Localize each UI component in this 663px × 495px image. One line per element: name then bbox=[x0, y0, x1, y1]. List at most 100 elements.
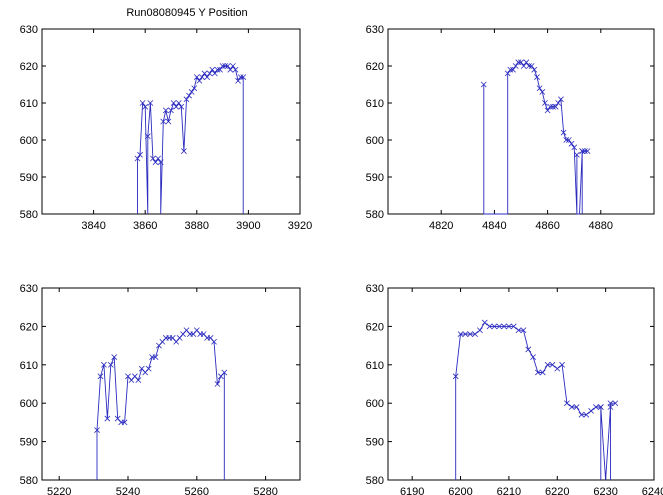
data-point bbox=[168, 107, 174, 114]
y-tick-label: 630 bbox=[366, 283, 384, 295]
data-point bbox=[232, 66, 239, 73]
data-point bbox=[230, 63, 236, 69]
data-point bbox=[145, 365, 152, 372]
data-point bbox=[211, 70, 218, 77]
data-point bbox=[544, 107, 551, 114]
data-point bbox=[515, 59, 522, 66]
x-tick-label: 6200 bbox=[448, 486, 472, 495]
y-tick-label: 600 bbox=[366, 398, 384, 410]
chart-panel-3: 5220 5240 5260 5280 580 590 600 610 620 630 bbox=[20, 283, 301, 495]
data-point bbox=[496, 323, 503, 330]
plot-area bbox=[387, 28, 655, 215]
data-point bbox=[542, 100, 548, 106]
data-point bbox=[578, 411, 585, 418]
data-point bbox=[568, 140, 575, 147]
y-tick-label: 620 bbox=[366, 61, 384, 73]
x-tick-label: 3900 bbox=[236, 220, 260, 232]
data-point bbox=[597, 404, 604, 410]
y-tick-label: 590 bbox=[366, 437, 384, 449]
data-point bbox=[535, 369, 541, 376]
y-tick-label: 610 bbox=[366, 98, 384, 110]
data-point bbox=[219, 63, 226, 69]
y-tick-label: 580 bbox=[366, 475, 384, 487]
data-point bbox=[235, 77, 241, 84]
data-point bbox=[480, 81, 487, 88]
data-point bbox=[558, 96, 564, 103]
data-point bbox=[573, 404, 580, 410]
data-point bbox=[237, 74, 244, 80]
data-point bbox=[178, 103, 185, 110]
data-point bbox=[579, 148, 586, 154]
data-point bbox=[199, 74, 205, 80]
y-tick-label: 580 bbox=[20, 209, 38, 221]
data-point bbox=[515, 327, 522, 334]
plot-area bbox=[41, 287, 301, 481]
data-point bbox=[137, 151, 143, 158]
x-tick-label: 6240 bbox=[642, 486, 663, 495]
data-point bbox=[157, 159, 164, 166]
data-point bbox=[549, 361, 556, 368]
data-point bbox=[191, 85, 198, 92]
y-tick-label: 600 bbox=[366, 135, 384, 147]
data-point bbox=[555, 100, 562, 106]
data-point bbox=[520, 327, 527, 334]
data-point bbox=[101, 361, 107, 368]
data-point bbox=[152, 354, 159, 361]
data-point bbox=[501, 323, 507, 330]
data-point bbox=[588, 407, 595, 414]
x-tick-label: 4820 bbox=[429, 220, 453, 232]
x-tick-label: 5240 bbox=[116, 486, 140, 495]
x-tick-label: 6230 bbox=[593, 486, 617, 495]
data-point bbox=[544, 361, 551, 368]
y-tick-label: 630 bbox=[20, 283, 38, 295]
x-tick-label: 3880 bbox=[185, 220, 209, 232]
data-point bbox=[217, 66, 223, 73]
chart-panel-1: 3840 3860 3880 3900 3920 580 590 600 610 620 630 bbox=[20, 24, 313, 232]
data-point bbox=[201, 70, 208, 77]
data-point bbox=[581, 148, 588, 154]
x-tick-label: 3860 bbox=[133, 220, 157, 232]
data-point bbox=[186, 92, 192, 99]
data-point bbox=[539, 89, 546, 95]
x-tick-label: 3840 bbox=[81, 220, 105, 232]
data-point bbox=[173, 103, 180, 110]
data-point bbox=[510, 66, 516, 73]
data-point bbox=[206, 70, 213, 77]
data-point bbox=[531, 66, 538, 73]
data-point bbox=[477, 327, 483, 334]
chart-panel-4: 6190 6200 6210 6220 6230 6240 580 590 600 610 620 6… bbox=[366, 283, 663, 495]
data-point bbox=[491, 323, 498, 330]
data-point bbox=[607, 400, 614, 407]
data-point bbox=[536, 85, 543, 92]
data-point bbox=[593, 404, 599, 410]
data-point bbox=[211, 338, 217, 345]
data-point bbox=[188, 89, 195, 95]
data-point bbox=[214, 66, 221, 73]
data-point bbox=[134, 155, 141, 162]
y-tick-label: 590 bbox=[20, 437, 38, 449]
data-point bbox=[452, 373, 459, 380]
data-point bbox=[520, 63, 527, 69]
data-point bbox=[564, 400, 570, 407]
y-tick-label: 600 bbox=[20, 398, 38, 410]
y-tick-label: 620 bbox=[366, 321, 384, 333]
x-tick-label: 6190 bbox=[400, 486, 424, 495]
chart-title: Run08080945 Y Position bbox=[126, 7, 247, 19]
data-point bbox=[528, 63, 535, 69]
data-point bbox=[104, 415, 111, 422]
data-point bbox=[107, 361, 114, 368]
data-point bbox=[221, 369, 228, 376]
data-point bbox=[584, 148, 591, 154]
x-tick-label: 5260 bbox=[185, 486, 209, 495]
y-tick-label: 620 bbox=[20, 321, 38, 333]
data-point bbox=[510, 323, 517, 330]
data-point bbox=[612, 400, 619, 407]
data-point bbox=[550, 103, 556, 110]
data-point bbox=[170, 100, 177, 106]
data-point bbox=[525, 346, 532, 353]
data-point bbox=[160, 118, 167, 125]
x-tick-label: 5220 bbox=[47, 486, 71, 495]
data-point bbox=[554, 365, 561, 372]
data-point bbox=[534, 74, 540, 80]
